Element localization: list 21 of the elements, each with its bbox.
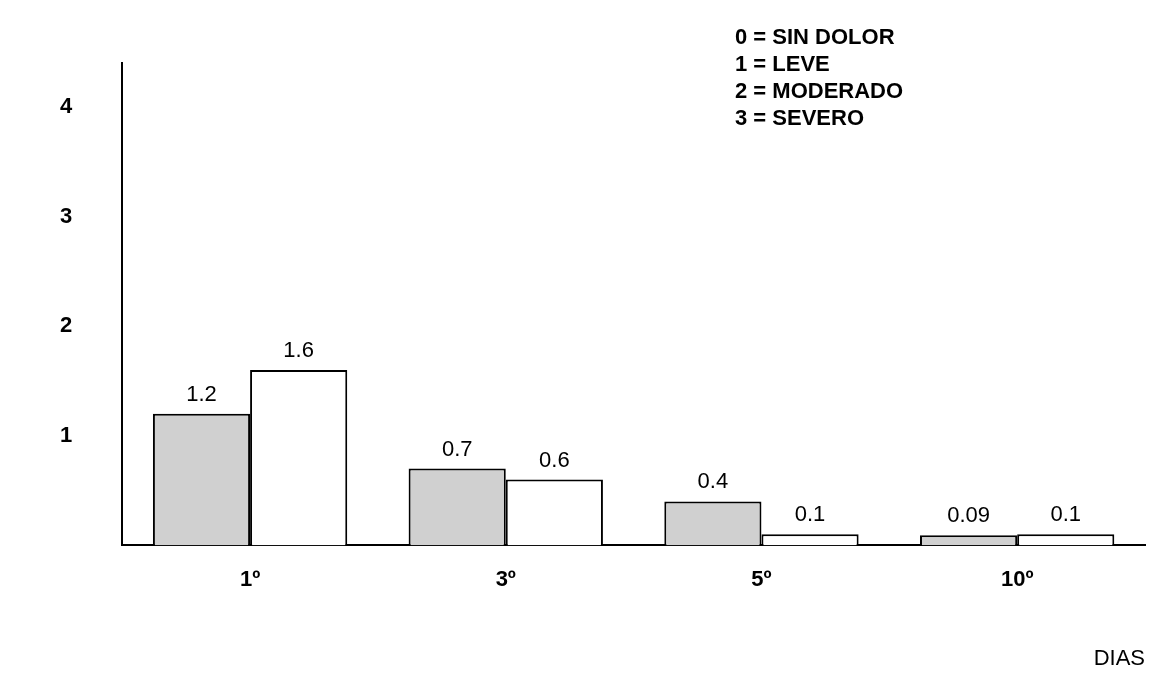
text: 0 = SIN DOLOR bbox=[735, 24, 895, 50]
data-label: 0.1 bbox=[794, 501, 826, 527]
annotation: 3 = SEVERO bbox=[735, 105, 865, 131]
annotation: 2 = MODERADO bbox=[735, 78, 904, 104]
x-tick-label: 1º bbox=[239, 566, 261, 592]
data-label: 0.6 bbox=[539, 446, 570, 472]
data-label: 0.1 bbox=[1050, 501, 1082, 527]
annotation: 1 = LEVE bbox=[735, 51, 830, 77]
data-label: 1.2 bbox=[186, 380, 217, 406]
y-tick-label: 3 bbox=[59, 202, 73, 228]
x-tick-label: 3º bbox=[495, 566, 516, 592]
x-tick-label: 10º bbox=[1000, 566, 1034, 592]
data-label: 0.7 bbox=[441, 435, 473, 461]
y-tick-label: 2 bbox=[59, 312, 73, 338]
data-label: 0.4 bbox=[697, 468, 729, 494]
x-axis-title: DIAS bbox=[1093, 644, 1145, 670]
y-tick-label: 4 bbox=[59, 93, 73, 119]
x-tick-label: 5º bbox=[751, 566, 772, 592]
y-tick-label: 1 bbox=[59, 421, 73, 447]
data-label: 1.6 bbox=[283, 336, 314, 362]
data-label: 0.09 bbox=[947, 502, 990, 528]
